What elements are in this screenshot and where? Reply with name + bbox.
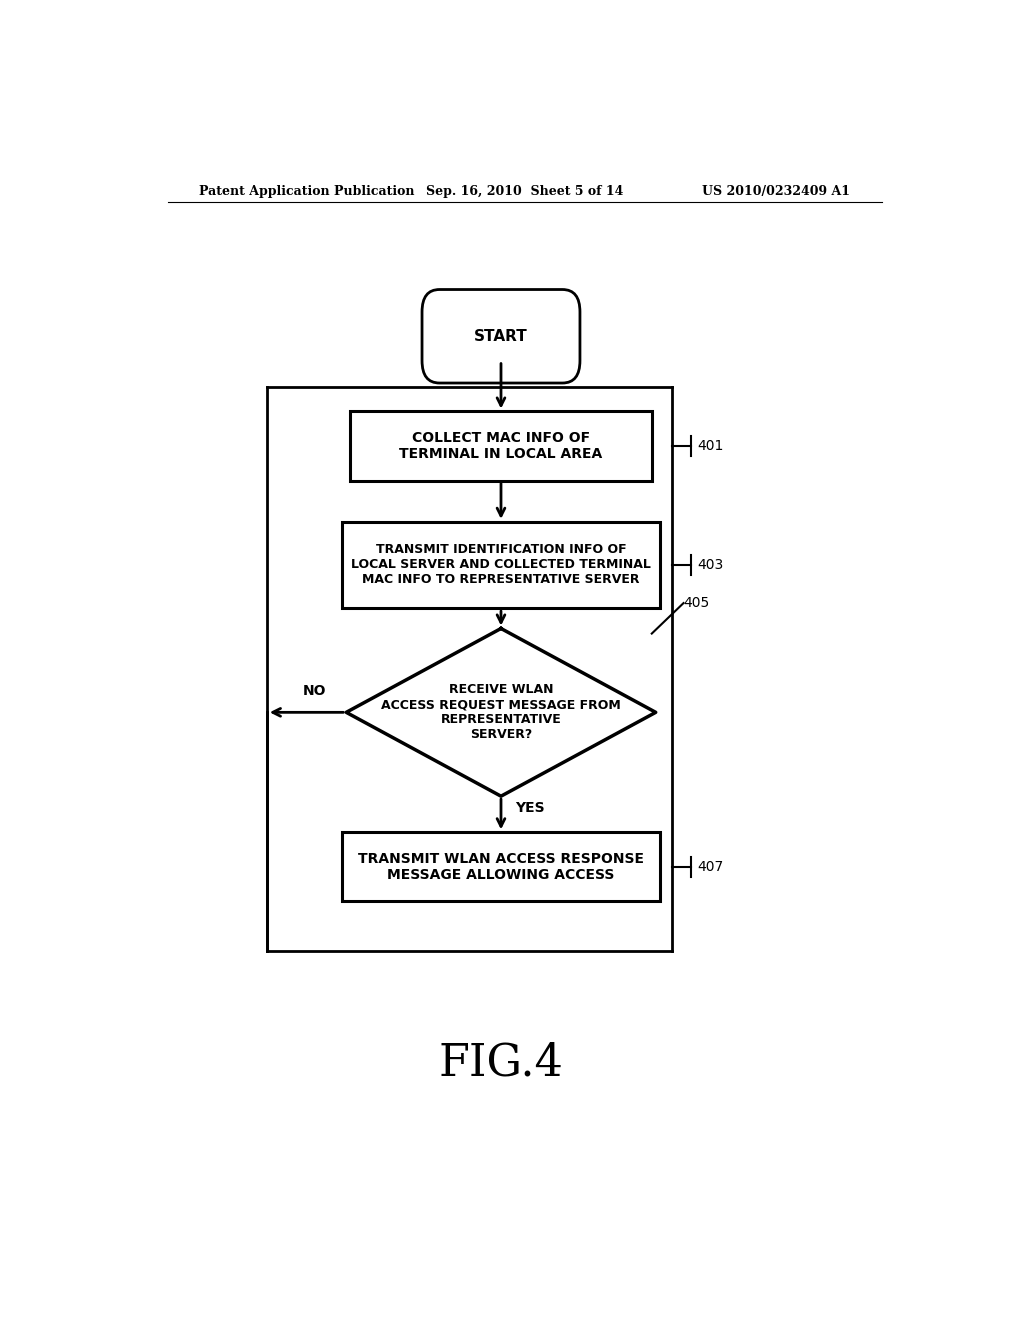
Text: RECEIVE WLAN
ACCESS REQUEST MESSAGE FROM
REPRESENTATIVE
SERVER?: RECEIVE WLAN ACCESS REQUEST MESSAGE FROM… (381, 684, 621, 742)
Text: START: START (474, 329, 527, 343)
Text: 403: 403 (697, 558, 724, 572)
Text: TRANSMIT WLAN ACCESS RESPONSE
MESSAGE ALLOWING ACCESS: TRANSMIT WLAN ACCESS RESPONSE MESSAGE AL… (358, 851, 644, 882)
FancyBboxPatch shape (342, 521, 659, 609)
FancyBboxPatch shape (350, 412, 651, 480)
Polygon shape (346, 628, 655, 796)
FancyBboxPatch shape (342, 833, 659, 902)
Text: TRANSMIT IDENTIFICATION INFO OF
LOCAL SERVER AND COLLECTED TERMINAL
MAC INFO TO : TRANSMIT IDENTIFICATION INFO OF LOCAL SE… (351, 544, 651, 586)
Text: NO: NO (303, 684, 327, 698)
Text: FIG.4: FIG.4 (438, 1041, 563, 1085)
Text: US 2010/0232409 A1: US 2010/0232409 A1 (702, 185, 850, 198)
Text: Patent Application Publication: Patent Application Publication (200, 185, 415, 198)
Text: 407: 407 (697, 859, 724, 874)
FancyBboxPatch shape (422, 289, 580, 383)
Text: COLLECT MAC INFO OF
TERMINAL IN LOCAL AREA: COLLECT MAC INFO OF TERMINAL IN LOCAL AR… (399, 430, 602, 461)
Text: 405: 405 (684, 597, 710, 610)
Text: YES: YES (515, 801, 545, 816)
Text: 401: 401 (697, 440, 724, 453)
Text: Sep. 16, 2010  Sheet 5 of 14: Sep. 16, 2010 Sheet 5 of 14 (426, 185, 624, 198)
